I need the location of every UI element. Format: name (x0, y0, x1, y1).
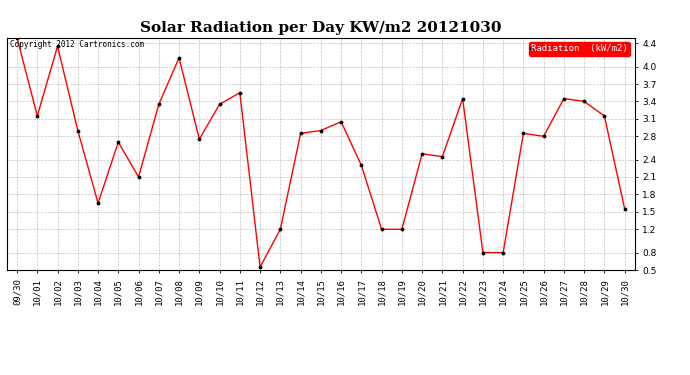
Radiation  (kW/m2) (215, 102, 224, 106)
Radiation  (kW/m2) (438, 154, 446, 159)
Radiation  (kW/m2) (256, 265, 264, 269)
Radiation  (kW/m2) (94, 201, 102, 206)
Radiation  (kW/m2) (13, 35, 21, 40)
Radiation  (kW/m2) (397, 227, 406, 231)
Radiation  (kW/m2) (33, 114, 41, 118)
Radiation  (kW/m2) (276, 227, 284, 231)
Radiation  (kW/m2) (499, 251, 507, 255)
Radiation  (kW/m2) (236, 90, 244, 95)
Radiation  (kW/m2) (135, 175, 143, 179)
Radiation  (kW/m2) (580, 99, 589, 104)
Radiation  (kW/m2) (418, 152, 426, 156)
Radiation  (kW/m2) (479, 251, 487, 255)
Line: Radiation  (kW/m2): Radiation (kW/m2) (14, 35, 627, 270)
Radiation  (kW/m2) (560, 96, 568, 101)
Radiation  (kW/m2) (317, 128, 325, 133)
Radiation  (kW/m2) (53, 44, 61, 48)
Radiation  (kW/m2) (195, 137, 204, 141)
Radiation  (kW/m2) (175, 56, 184, 60)
Radiation  (kW/m2) (620, 207, 629, 211)
Radiation  (kW/m2) (540, 134, 548, 139)
Radiation  (kW/m2) (297, 131, 305, 136)
Radiation  (kW/m2) (357, 163, 366, 168)
Radiation  (kW/m2) (155, 102, 163, 106)
Title: Solar Radiation per Day KW/m2 20121030: Solar Radiation per Day KW/m2 20121030 (140, 21, 502, 35)
Text: Copyright 2012 Cartronics.com: Copyright 2012 Cartronics.com (10, 40, 144, 49)
Radiation  (kW/m2) (337, 120, 345, 124)
Legend: Radiation  (kW/m2): Radiation (kW/m2) (529, 42, 630, 56)
Radiation  (kW/m2) (114, 140, 122, 144)
Radiation  (kW/m2) (520, 131, 528, 136)
Radiation  (kW/m2) (458, 96, 466, 101)
Radiation  (kW/m2) (377, 227, 386, 231)
Radiation  (kW/m2) (74, 128, 82, 133)
Radiation  (kW/m2) (600, 114, 609, 118)
